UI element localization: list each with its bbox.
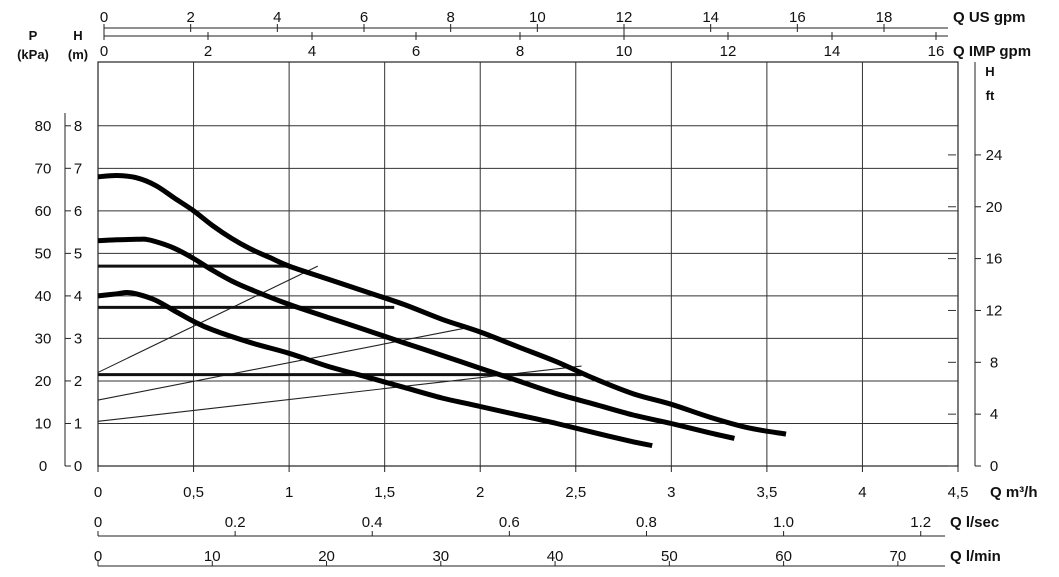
pressure-tick-label: 10 xyxy=(35,415,52,432)
us-gpm-tick-label: 2 xyxy=(186,9,194,26)
h-axis-tick-label: 1 xyxy=(74,415,82,432)
ft-axis-unit: ft xyxy=(986,88,995,103)
lmin-axis-title: Q l/min xyxy=(950,548,1001,565)
h-axis-tick-label: 6 xyxy=(74,203,82,220)
h-axis-tick-label: 4 xyxy=(74,288,82,305)
ft-axis-tick-label: 0 xyxy=(990,458,998,475)
m3h-tick-label: 3 xyxy=(667,484,675,501)
lmin-tick-label: 70 xyxy=(890,548,907,565)
m3h-tick-label: 0 xyxy=(94,484,102,501)
pump-curve-3 xyxy=(97,290,653,449)
us-gpm-tick-label: 16 xyxy=(789,9,806,26)
h-axis-tick-label: 5 xyxy=(74,245,82,262)
m3h-tick-label: 4 xyxy=(858,484,866,501)
lmin-tick-label: 40 xyxy=(547,548,564,565)
h-axis-tick-label: 8 xyxy=(74,118,82,135)
system-curve-line xyxy=(97,327,467,401)
lsec-tick-label: 0 xyxy=(94,514,102,531)
lsec-tick-label: 1.0 xyxy=(773,514,794,531)
imp-gpm-tick-label: 0 xyxy=(100,43,108,60)
lmin-tick-label: 60 xyxy=(775,548,792,565)
us-gpm-tick-label: 6 xyxy=(360,9,368,26)
h-axis-tick-label: 2 xyxy=(74,373,82,390)
ft-axis-tick-label: 20 xyxy=(986,199,1003,216)
pressure-tick-label: 60 xyxy=(35,203,52,220)
imp-gpm-tick-label: 4 xyxy=(308,43,316,60)
m3h-axis-title: Q m³/h xyxy=(990,484,1038,501)
ft-axis-tick-label: 16 xyxy=(986,251,1003,268)
us-gpm-tick-label: 12 xyxy=(616,9,633,26)
pressure-tick-label: 70 xyxy=(35,160,52,177)
pressure-tick-label: 30 xyxy=(35,330,52,347)
lsec-axis-title: Q l/sec xyxy=(950,514,999,531)
pressure-tick-label: 40 xyxy=(35,288,52,305)
us-gpm-tick-label: 0 xyxy=(100,9,108,26)
lsec-tick-label: 0.8 xyxy=(636,514,657,531)
imp-gpm-tick-label: 16 xyxy=(928,43,945,60)
m3h-tick-label: 4,5 xyxy=(948,484,969,501)
ft-axis-tick-label: 4 xyxy=(990,406,998,423)
lsec-tick-label: 1.2 xyxy=(910,514,931,531)
h-axis-tick-label: 0 xyxy=(74,458,82,475)
lmin-tick-label: 10 xyxy=(204,548,221,565)
m3h-tick-label: 1,5 xyxy=(374,484,395,501)
pressure-axis-title: P xyxy=(29,28,38,43)
us-gpm-tick-label: 8 xyxy=(446,9,454,26)
imp-gpm-axis-title: Q IMP gpm xyxy=(953,43,1031,60)
pump-curve-2 xyxy=(97,236,735,441)
us-gpm-tick-label: 18 xyxy=(876,9,893,26)
lmin-tick-label: 20 xyxy=(318,548,335,565)
lsec-tick-label: 0.4 xyxy=(362,514,383,531)
system-curve-line xyxy=(97,265,319,373)
lmin-tick-label: 30 xyxy=(432,548,449,565)
ft-axis-tick-label: 8 xyxy=(990,354,998,371)
pressure-axis-unit: (kPa) xyxy=(17,47,49,62)
ft-axis-title: H xyxy=(985,64,994,79)
pressure-tick-label: 0 xyxy=(39,458,47,475)
lmin-tick-label: 50 xyxy=(661,548,678,565)
pressure-tick-label: 50 xyxy=(35,245,52,262)
m3h-tick-label: 2,5 xyxy=(565,484,586,501)
us-gpm-tick-label: 14 xyxy=(702,9,719,26)
h-axis-unit: (m) xyxy=(68,47,88,62)
us-gpm-tick-label: 10 xyxy=(529,9,546,26)
imp-gpm-tick-label: 6 xyxy=(412,43,420,60)
ft-axis-tick-label: 12 xyxy=(986,302,1003,319)
imp-gpm-tick-label: 2 xyxy=(204,43,212,60)
imp-gpm-tick-label: 10 xyxy=(616,43,633,60)
lsec-tick-label: 0.2 xyxy=(225,514,246,531)
lmin-tick-label: 0 xyxy=(94,548,102,565)
plot-frame xyxy=(97,61,959,467)
m3h-tick-label: 2 xyxy=(476,484,484,501)
us-gpm-tick-label: 4 xyxy=(273,9,281,26)
pressure-tick-label: 20 xyxy=(35,373,52,390)
pump-curve-1 xyxy=(97,172,787,437)
pressure-tick-label: 80 xyxy=(35,118,52,135)
h-axis-tick-label: 3 xyxy=(74,330,82,347)
m3h-tick-label: 0,5 xyxy=(183,484,204,501)
h-axis-tick-label: 7 xyxy=(74,160,82,177)
us-gpm-axis-title: Q US gpm xyxy=(953,9,1026,26)
ft-axis-tick-label: 24 xyxy=(986,147,1003,164)
imp-gpm-tick-label: 14 xyxy=(824,43,841,60)
imp-gpm-tick-label: 12 xyxy=(720,43,737,60)
imp-gpm-tick-label: 8 xyxy=(516,43,524,60)
m3h-tick-label: 1 xyxy=(285,484,293,501)
h-axis-title: H xyxy=(73,28,82,43)
m3h-tick-label: 3,5 xyxy=(756,484,777,501)
lsec-tick-label: 0.6 xyxy=(499,514,520,531)
